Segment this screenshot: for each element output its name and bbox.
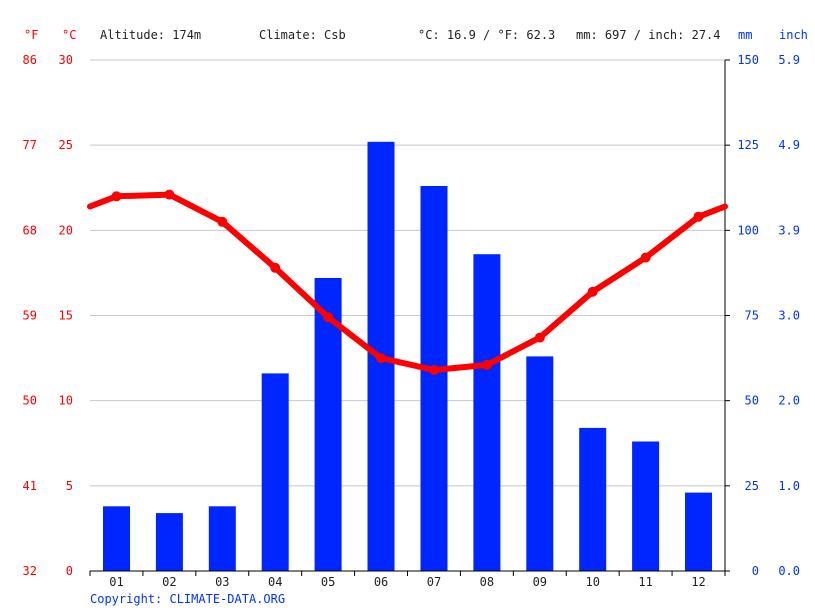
precipitation-bar: [155, 513, 183, 571]
precipitation-bar: [261, 373, 289, 571]
axis-tick-label-fahrenheit: 77: [23, 138, 37, 152]
temperature-summary: °C: 16.9 / °F: 62.3: [418, 28, 556, 42]
x-tick-label-month: 10: [585, 575, 599, 589]
precipitation-bar: [579, 427, 607, 571]
axis-tick-label-fahrenheit: 32: [23, 564, 37, 578]
x-tick-label-month: 03: [215, 575, 229, 589]
axis-tick-label-mm: 50: [745, 394, 759, 408]
axis-tick-label-inch: 4.9: [778, 138, 800, 152]
x-tick-label-month: 08: [480, 575, 494, 589]
axis-tick-label-celsius: 20: [59, 223, 73, 237]
axis-tick-label-fahrenheit: 86: [23, 53, 37, 67]
axis-tick-label-celsius: 10: [59, 394, 73, 408]
axis-tick-label-inch: 0.0: [778, 564, 800, 578]
axis-tick-label-inch: 3.0: [778, 309, 800, 323]
axis-tick-label-mm: 75: [745, 309, 759, 323]
axis-tick-label-fahrenheit: 59: [23, 309, 37, 323]
axis-tick-label-mm: 25: [745, 479, 759, 493]
temperature-point: [323, 312, 334, 323]
axis-tick-label-mm: 100: [737, 223, 759, 237]
x-tick-label-month: 01: [109, 575, 123, 589]
axis-tick-label-mm: 150: [737, 53, 759, 67]
temperature-line: [87, 191, 728, 373]
x-tick-label-month: 11: [638, 575, 652, 589]
unit-mm-label: mm: [738, 28, 753, 42]
altitude-label: Altitude: 174m: [100, 28, 202, 42]
precipitation-bar: [208, 506, 236, 571]
temperature-point: [481, 359, 492, 370]
axis-tick-label-mm: 0: [752, 564, 759, 578]
x-tick-label-month: 05: [321, 575, 335, 589]
temperature-point: [640, 252, 651, 263]
temperature-point: [164, 189, 175, 200]
temperature-point: [693, 211, 704, 222]
temperature-point: [270, 262, 281, 273]
axis-tick-label-celsius: 25: [59, 138, 73, 152]
axis-tick-label-fahrenheit: 68: [23, 223, 37, 237]
unit-inch-label: inch: [779, 28, 808, 42]
unit-celsius-label: °C: [62, 28, 77, 42]
precipitation-bar: [420, 186, 448, 571]
precipitation-bar: [103, 506, 130, 571]
axis-tick-label-fahrenheit: 41: [23, 479, 37, 493]
x-tick-label-month: 09: [533, 575, 547, 589]
axis-tick-label-inch: 1.0: [778, 479, 800, 493]
axis-tick-label-celsius: 0: [66, 564, 73, 578]
unit-fahrenheit-label: °F: [24, 28, 39, 42]
temperature-point: [217, 216, 228, 227]
x-tick-label-month: 04: [268, 575, 282, 589]
axis-tick-label-celsius: 15: [59, 309, 73, 323]
axis-tick-label-mm: 125: [737, 138, 759, 152]
x-tick-label-month: 02: [162, 575, 176, 589]
copyright-link[interactable]: Copyright: CLIMATE-DATA.ORG: [90, 592, 286, 606]
temperature-point: [587, 286, 598, 297]
x-tick-label-month: 12: [691, 575, 705, 589]
axis-tick-label-inch: 3.9: [778, 223, 800, 237]
axis-tick-label-celsius: 30: [59, 53, 73, 67]
precipitation-bar: [526, 356, 554, 571]
precipitation-bar: [473, 254, 501, 571]
climate-label: Climate: Csb: [259, 28, 346, 42]
x-tick-label-month: 06: [374, 575, 388, 589]
axis-tick-label-inch: 5.9: [778, 53, 800, 67]
x-tick-label-month: 07: [427, 575, 441, 589]
axis-tick-label-fahrenheit: 50: [23, 394, 37, 408]
precipitation-bar: [685, 492, 712, 571]
temperature-point: [534, 332, 545, 343]
precipitation-summary: mm: 697 / inch: 27.4: [576, 28, 721, 42]
temperature-point: [111, 191, 122, 202]
temperature-point: [376, 353, 386, 364]
temperature-point: [429, 365, 439, 375]
precipitation-bar: [632, 441, 660, 571]
axis-tick-label-inch: 2.0: [778, 394, 800, 408]
axis-tick-label-celsius: 5: [66, 479, 73, 493]
